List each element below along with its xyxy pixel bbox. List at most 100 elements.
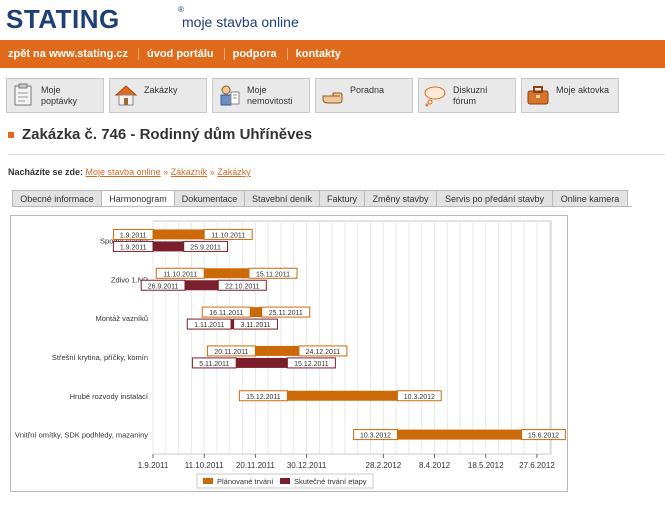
actual-start-label: 1.11.2011	[194, 322, 224, 329]
tab-construction-log[interactable]: Stavební deník	[244, 190, 320, 207]
breadcrumb-link-zakazky[interactable]: Zakázky	[217, 167, 251, 177]
title-bullet	[8, 132, 14, 138]
gantt-chart: 1.9.2011 11.10.2011 20.11.2011 30.12.2011 28…	[15, 220, 566, 489]
x-tick-label: 18.5.2012	[468, 461, 504, 470]
nav-link-support[interactable]: podpora	[233, 48, 288, 60]
actual-bar	[231, 319, 234, 330]
schedule-chart-panel: 1.9.2011 11.10.2011 20.11.2011 30.12.2011 28…	[10, 215, 568, 492]
pointing-hand-icon	[322, 92, 343, 104]
top-navigation: zpět na www.stating.cz úvod portálu podp…	[0, 40, 665, 68]
actual-end-label: 15.12.2011	[294, 361, 329, 368]
orders-label: Zakázky	[144, 85, 178, 95]
plot-area	[152, 220, 552, 455]
breadcrumb-separator: »	[163, 167, 169, 177]
planned-start-label-box	[155, 267, 205, 279]
nav-link-stating[interactable]: zpět na www.stating.cz	[8, 48, 139, 60]
my-properties-label: Moje nemovitosti	[247, 85, 293, 106]
nav-link-contacts[interactable]: kontakty	[295, 48, 341, 60]
task-label: Montáž vazníků	[95, 314, 148, 323]
task-label: Zdivo 1.NP	[111, 275, 148, 284]
x-tick-label: 30.12.2011	[287, 461, 327, 470]
actual-bar	[236, 357, 288, 368]
header: STATING ® moje stavba online	[0, 0, 665, 40]
logo-registered-mark: ®	[178, 5, 184, 14]
tab-schedule[interactable]: Harmonogram	[101, 190, 175, 207]
planned-start-label: 11.10.2011	[163, 271, 197, 278]
advisory-label: Poradna	[350, 85, 385, 95]
planned-start-label: 20.11.2011	[214, 349, 248, 356]
person-document-icon	[220, 85, 240, 106]
nav-link-portal-home[interactable]: úvod portálu	[147, 48, 225, 60]
x-tick-label: 28.2.2012	[366, 461, 402, 470]
logo-tagline: moje stavba online	[182, 14, 299, 30]
actual-end-label: 3.11.2011	[240, 322, 270, 329]
actual-end-label: 25.9.2011	[190, 244, 221, 251]
planned-end-label: 15.11.2011	[256, 271, 290, 278]
planned-end-label-box	[261, 306, 311, 318]
my-requests-button[interactable]: Moje poptávky	[6, 78, 104, 113]
my-briefcase-label: Moje aktovka	[556, 85, 610, 95]
tab-invoices[interactable]: Faktury	[319, 190, 365, 207]
briefcase-icon	[527, 86, 549, 105]
planned-start-label: 16.11.2011	[209, 310, 243, 317]
my-properties-button[interactable]: Moje nemovitosti	[212, 78, 310, 113]
task-label: Hrubé rozvody instalací	[70, 392, 149, 401]
tab-online-camera[interactable]: Online kamera	[552, 190, 628, 207]
logo[interactable]: STATING	[6, 4, 120, 34]
planned-end-label: 10.3.2012	[404, 394, 435, 401]
planned-end-label: 11.10.2011	[211, 232, 245, 239]
title-divider	[8, 154, 665, 155]
tab-documentation[interactable]: Dokumentace	[174, 190, 245, 207]
planned-bar	[397, 429, 522, 440]
legend-label-actual: Skutečné trvání etapy	[294, 477, 367, 486]
legend-swatch-planned	[203, 478, 213, 484]
planned-bar	[153, 229, 205, 240]
page-title: Zakázka č. 746 - Rodinný dům Uhříněves	[22, 126, 313, 143]
my-briefcase-button[interactable]: Moje aktovka	[521, 78, 619, 113]
tab-after-handover-service[interactable]: Servis po předání stavby	[436, 190, 553, 207]
planned-start-label: 10.3.2012	[360, 433, 391, 440]
clipboard-icon	[14, 83, 32, 106]
breadcrumb-link-zakaznik[interactable]: Zákazník	[170, 167, 208, 177]
planned-end-label-box	[521, 429, 566, 441]
x-tick-label: 11.10.2011	[185, 461, 224, 470]
planned-bar	[250, 307, 262, 318]
tab-general-info[interactable]: Obecné informace	[12, 190, 102, 207]
legend-swatch-actual	[280, 478, 290, 484]
breadcrumb: Nacházíte se zde: Moje stavba online » Z…	[8, 167, 251, 177]
forum-button[interactable]: Diskuzní fórum	[418, 78, 516, 113]
planned-end-label-box	[298, 345, 348, 357]
x-tick-label: 8.4.2012	[419, 461, 451, 470]
breadcrumb-separator: »	[209, 167, 215, 177]
planned-end-label-box	[203, 228, 253, 240]
actual-end-label-box	[183, 240, 229, 252]
planned-start-label-box	[201, 306, 251, 318]
actual-end-label-box	[217, 279, 267, 291]
planned-start-label: 15.12.2011	[246, 394, 281, 401]
planned-start-label-box	[206, 345, 256, 357]
planned-bar	[204, 268, 249, 279]
tab-construction-changes[interactable]: Změny stavby	[364, 190, 437, 207]
breadcrumb-prefix: Nacházíte se zde:	[8, 167, 84, 177]
actual-start-label-box	[191, 357, 237, 369]
planned-end-label-box	[396, 390, 442, 402]
actual-start-label-box	[186, 318, 232, 330]
tab-baseline	[12, 206, 632, 207]
x-tick-label: 1.9.2011	[138, 461, 169, 470]
house-icon	[114, 85, 138, 106]
breadcrumb-link-moje-stavba[interactable]: Moje stavba online	[85, 167, 161, 177]
actual-start-label: 1.9.2011	[120, 244, 147, 251]
planned-end-label: 25.11.2011	[269, 310, 303, 317]
orders-button[interactable]: Zakázky	[109, 78, 207, 113]
actual-start-label-box	[140, 279, 186, 291]
actual-end-label: 22.10.2011	[225, 283, 260, 290]
actual-start-label: 5.11.2011	[199, 361, 229, 368]
actual-start-label: 26.9.2011	[148, 283, 179, 290]
planned-end-label: 15.6.2012	[528, 433, 559, 440]
actual-end-label-box	[286, 357, 336, 369]
task-label: Střešní krytina, příčky, komín	[52, 353, 148, 362]
planned-bar	[255, 345, 299, 356]
actual-end-label-box	[233, 318, 278, 330]
advisory-button[interactable]: Poradna	[315, 78, 413, 113]
my-requests-label: Moje poptávky	[41, 85, 78, 106]
